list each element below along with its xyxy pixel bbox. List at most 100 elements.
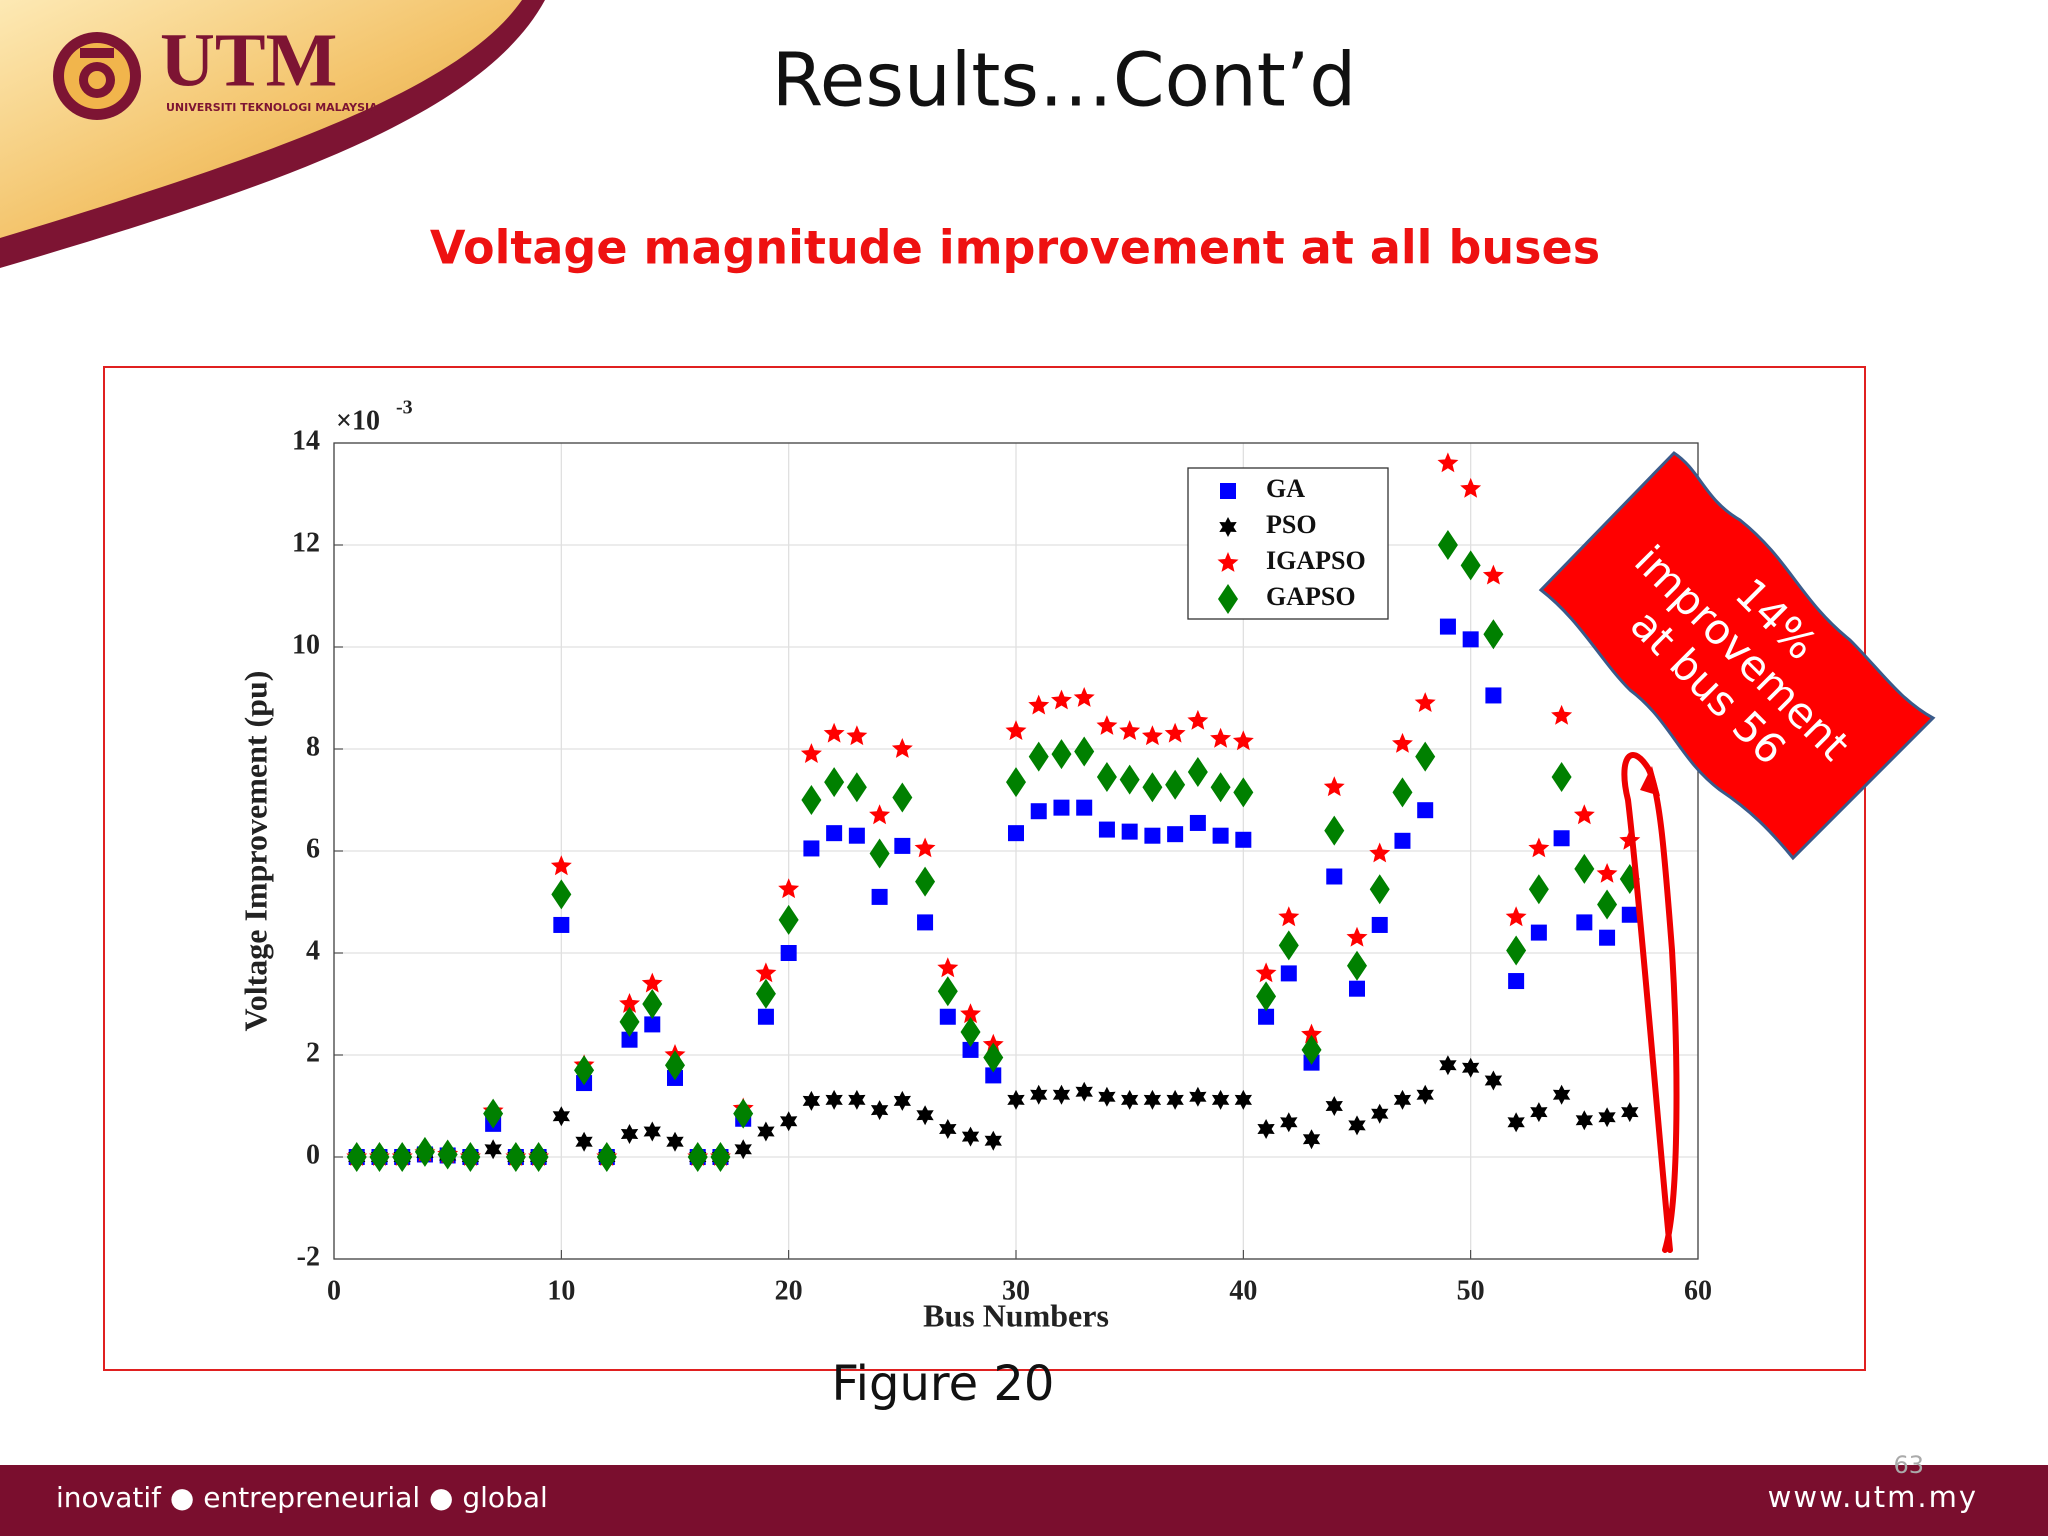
point	[757, 1008, 774, 1025]
point	[1439, 618, 1456, 635]
point	[869, 804, 891, 825]
point	[1483, 619, 1504, 650]
point	[1485, 687, 1502, 704]
annotation-loop	[1621, 752, 1680, 1253]
point	[871, 888, 888, 905]
point	[1371, 916, 1388, 933]
point	[960, 1003, 981, 1024]
figure-caption: Figure 20	[832, 1356, 1055, 1412]
point	[780, 1111, 798, 1132]
point	[848, 827, 865, 844]
point	[1256, 981, 1277, 1012]
point	[1439, 1055, 1457, 1076]
point	[778, 878, 800, 899]
chart-title: Voltage magnitude improvement at all bus…	[430, 221, 1600, 275]
point	[1280, 965, 1297, 982]
y-tick-label: 6	[306, 833, 320, 864]
point	[1143, 1089, 1162, 1110]
point	[460, 1142, 481, 1172]
point	[734, 1139, 752, 1160]
point	[1235, 831, 1252, 848]
point	[620, 1124, 639, 1144]
point	[894, 837, 911, 854]
x-tick-label: 20	[775, 1275, 803, 1306]
footer-tagline: inovatif ● entrepreneurial ● global	[56, 1481, 548, 1514]
point	[619, 1006, 640, 1037]
point	[846, 725, 868, 746]
point	[1210, 772, 1231, 803]
point	[1210, 727, 1232, 748]
point	[937, 976, 958, 1007]
point	[1415, 741, 1436, 772]
point	[596, 1142, 617, 1172]
axes-box	[333, 442, 1699, 1260]
point	[960, 1017, 981, 1048]
point	[1144, 827, 1161, 844]
point	[1212, 827, 1229, 844]
point	[1599, 929, 1616, 946]
point	[1573, 804, 1595, 825]
point	[961, 1126, 980, 1147]
point	[528, 1142, 549, 1172]
point	[846, 772, 867, 803]
point	[1621, 906, 1638, 923]
point	[619, 993, 640, 1013]
point	[1189, 814, 1206, 831]
point	[1008, 825, 1024, 842]
point	[939, 1008, 956, 1025]
point	[1369, 842, 1391, 863]
point	[1507, 1112, 1525, 1133]
point	[552, 1106, 570, 1127]
point	[1508, 973, 1525, 990]
y-tick-label: 12	[292, 527, 320, 558]
point	[1098, 821, 1115, 838]
point	[1005, 720, 1027, 740]
point	[575, 1131, 593, 1152]
point	[1326, 868, 1343, 885]
y-tick-label: 10	[292, 629, 320, 660]
point	[1414, 692, 1436, 712]
point	[437, 1139, 458, 1170]
y-tick-label: 4	[306, 935, 320, 966]
point	[870, 1100, 889, 1121]
point	[1301, 1034, 1322, 1065]
y-tick-label: 0	[306, 1139, 320, 1170]
point	[644, 1016, 661, 1033]
point	[917, 914, 934, 931]
point	[1121, 1089, 1139, 1110]
point	[1051, 739, 1072, 770]
point	[1211, 1089, 1230, 1110]
point	[1347, 950, 1367, 981]
point	[1141, 725, 1163, 746]
point	[1074, 736, 1095, 767]
point	[824, 767, 845, 798]
point	[1076, 799, 1093, 816]
point	[1233, 777, 1254, 808]
footer-bar	[0, 1465, 2048, 1536]
point	[803, 840, 820, 857]
point	[1119, 764, 1140, 795]
point	[1187, 709, 1209, 730]
point	[1006, 767, 1026, 798]
x-tick-label: 30	[1002, 1275, 1030, 1306]
point	[1505, 906, 1527, 927]
point	[1007, 1089, 1025, 1110]
point	[1053, 799, 1070, 816]
y-multiplier-exponent: -3	[396, 397, 413, 419]
point	[891, 738, 913, 758]
point	[1371, 1103, 1389, 1124]
point	[505, 1142, 526, 1172]
point	[869, 838, 890, 869]
point	[1302, 1129, 1321, 1150]
point	[1394, 832, 1411, 849]
point	[1121, 823, 1138, 840]
y-tick-label: 14	[292, 425, 320, 456]
point	[1142, 772, 1163, 803]
logo-title: UTM	[160, 18, 337, 102]
point	[1165, 769, 1186, 800]
point	[710, 1142, 731, 1172]
point	[483, 1098, 504, 1129]
annotation-flag	[1538, 451, 1936, 861]
point	[687, 1142, 708, 1172]
